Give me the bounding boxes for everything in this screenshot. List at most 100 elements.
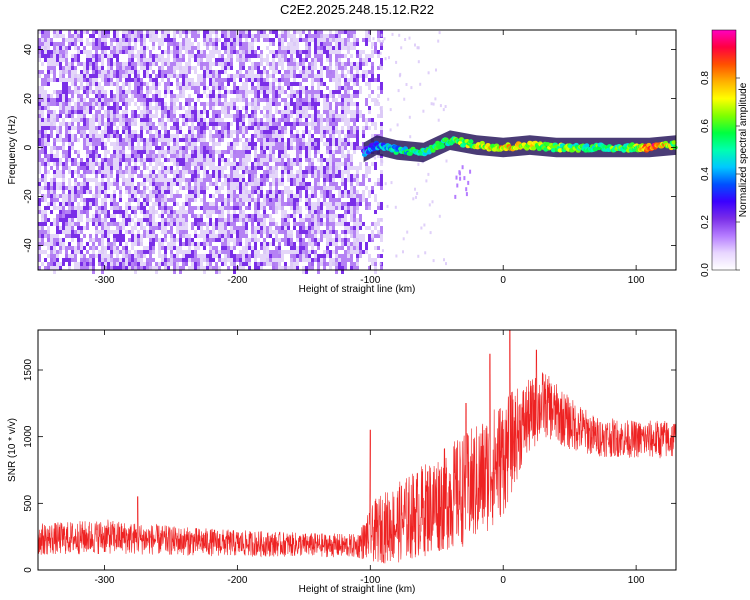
noise-cell <box>68 170 71 174</box>
noise-cell <box>122 74 125 78</box>
noise-cell <box>218 138 221 142</box>
noise-cell <box>347 62 350 66</box>
noise-cell <box>161 30 164 34</box>
noise-cell <box>251 190 254 194</box>
noise-cell <box>266 62 269 66</box>
noise-cell <box>137 142 140 146</box>
noise-cell <box>221 234 224 238</box>
noise-cell <box>293 50 296 54</box>
noise-cell <box>374 46 377 54</box>
noise-cell <box>356 138 359 142</box>
noise-cell <box>281 222 284 226</box>
noise-cell <box>281 230 284 234</box>
noise-cell <box>182 158 185 162</box>
noise-cell <box>305 146 308 150</box>
noise-cell <box>191 158 194 162</box>
noise-cell <box>47 50 50 58</box>
noise-cell <box>335 54 338 58</box>
noise-cell <box>107 118 110 122</box>
noise-cell <box>119 122 122 126</box>
noise-cell <box>59 134 62 138</box>
noise-cell <box>68 194 71 198</box>
noise-cell <box>113 142 116 150</box>
noise-cell <box>221 174 224 178</box>
noise-cell <box>209 246 212 250</box>
noise-cell <box>242 262 245 266</box>
noise-cell <box>101 54 104 58</box>
noise-cell <box>137 74 140 78</box>
noise-cell <box>257 202 260 206</box>
noise-cell <box>191 54 194 58</box>
noise-cell <box>104 230 107 234</box>
noise-cell <box>95 198 98 206</box>
noise-cell <box>239 162 242 166</box>
noise-cell <box>278 238 281 242</box>
noise-cell <box>152 214 155 222</box>
noise-cell <box>248 170 251 174</box>
noise-cell <box>188 38 191 42</box>
noise-cell <box>137 242 140 246</box>
noise-cell <box>101 202 104 206</box>
noise-cell <box>362 250 365 254</box>
noise-cell <box>248 58 251 62</box>
noise-cell <box>164 130 167 134</box>
noise-cell <box>131 218 134 222</box>
noise-cell <box>101 74 104 82</box>
noise-cell <box>287 170 290 174</box>
noise-cell <box>281 166 284 170</box>
noise-cell <box>62 242 65 250</box>
noise-cell <box>155 222 158 226</box>
noise-cell <box>359 86 362 94</box>
noise-cell <box>242 254 245 258</box>
noise-cell <box>263 262 266 266</box>
noise-cell <box>164 94 167 98</box>
noise-cell <box>38 146 41 150</box>
noise-cell <box>83 226 86 230</box>
noise-cell <box>134 198 137 202</box>
noise-cell <box>317 178 320 182</box>
noise-cell <box>119 214 122 218</box>
noise-cell <box>161 66 164 70</box>
noise-cell <box>155 30 158 34</box>
noise-cell <box>230 102 233 106</box>
noise-cell <box>320 70 323 74</box>
noise-cell <box>41 94 44 98</box>
noise-cell <box>323 190 326 198</box>
noise-cell <box>251 138 254 146</box>
noise-cell <box>110 46 113 50</box>
noise-cell <box>356 250 359 254</box>
noise-cell <box>83 90 86 94</box>
noise-cell <box>143 158 146 162</box>
noise-cell <box>221 138 224 142</box>
noise-cell <box>356 198 359 202</box>
noise-cell <box>50 266 53 270</box>
noise-cell <box>260 98 263 102</box>
noise-cell <box>254 230 257 234</box>
noise-cell <box>317 158 320 162</box>
noise-cell <box>314 182 317 186</box>
noise-cell <box>170 170 173 174</box>
noise-cell <box>167 258 170 262</box>
noise-cell <box>131 246 134 250</box>
noise-cell <box>275 142 278 150</box>
noise-cell <box>356 114 359 122</box>
noise-cell <box>86 118 89 122</box>
noise-cell <box>344 214 347 218</box>
noise-cell <box>236 206 239 210</box>
noise-cell <box>308 170 311 174</box>
noise-cell <box>299 70 302 74</box>
noise-cell <box>113 206 116 210</box>
noise-cell <box>248 70 251 74</box>
noise-cell <box>281 214 284 218</box>
noise-cell <box>185 70 188 74</box>
noise-cell <box>131 174 134 178</box>
noise-cell <box>203 178 206 182</box>
noise-cell <box>254 54 257 58</box>
noise-cell <box>65 138 68 142</box>
noise-cell <box>221 210 224 214</box>
noise-cell <box>155 86 158 90</box>
noise-cell <box>254 94 257 98</box>
noise-cell <box>146 222 149 226</box>
noise-cell <box>290 246 293 250</box>
noise-cell <box>149 254 152 262</box>
